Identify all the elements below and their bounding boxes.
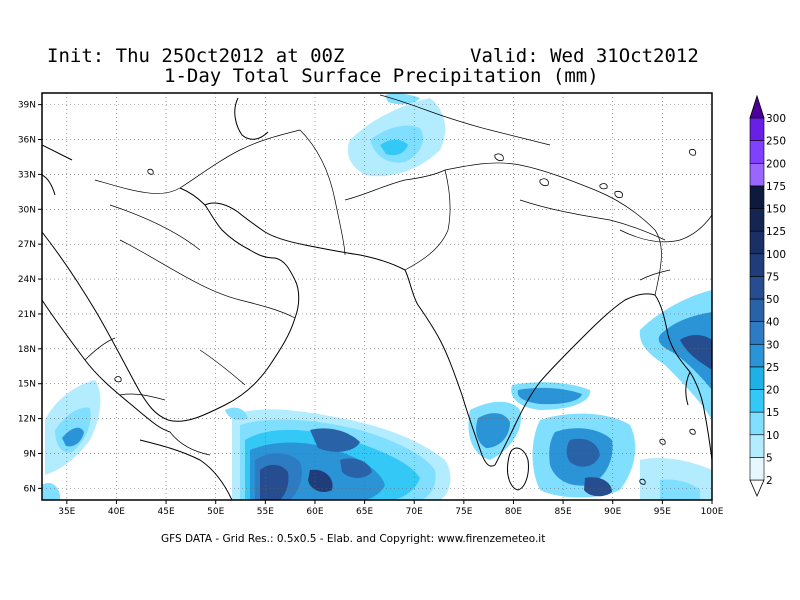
lon-tick-label: 75E — [455, 507, 472, 517]
lat-tick-label: 24N — [18, 275, 36, 285]
lon-tick-label: 65E — [356, 507, 373, 517]
lon-tick-label: 55E — [257, 507, 274, 517]
colorbar-label: 200 — [766, 158, 786, 170]
colorbar-label: 150 — [766, 204, 786, 216]
colorbar-label: 175 — [766, 181, 786, 193]
lon-tick-label: 70E — [406, 507, 423, 517]
colorbar-swatch — [749, 230, 765, 255]
lon-tick-label: 35E — [58, 507, 75, 517]
colorbar-swatch — [749, 185, 765, 209]
colorbar-swatch — [749, 208, 765, 232]
lon-tick-label: 50E — [207, 507, 224, 517]
map-frame — [41, 92, 713, 501]
valid-label: Valid: Wed 31Oct2012 — [470, 45, 699, 67]
lat-tick-label: 21N — [18, 310, 36, 320]
lon-tick-label: 85E — [555, 507, 572, 517]
colorbar-label: 100 — [766, 249, 786, 261]
colorbar-max-arrow — [749, 94, 765, 119]
colorbar-swatch — [749, 434, 765, 458]
colorbar-label: 30 — [766, 339, 779, 351]
lat-tick-label: 27N — [18, 240, 36, 250]
lat-tick-label: 33N — [18, 170, 36, 180]
colorbar-swatch — [749, 140, 765, 164]
precipitation-layer — [42, 93, 712, 500]
colorbar-swatch — [749, 298, 765, 322]
lat-tick-label: 12N — [18, 415, 36, 425]
lat-tick-label: 9N — [24, 449, 36, 459]
colorbar-swatch — [749, 457, 765, 481]
colorbar-swatch — [749, 162, 765, 187]
colorbar-label: 40 — [766, 317, 779, 329]
colorbar-label: 75 — [766, 271, 779, 283]
colorbar-label: 20 — [766, 385, 779, 397]
lon-tick-label: 80E — [505, 507, 522, 517]
colorbar-swatch — [749, 411, 765, 436]
colorbar-swatch — [749, 321, 765, 345]
colorbar-label: 250 — [766, 136, 786, 148]
lon-tick-label: 95E — [654, 507, 671, 517]
lon-tick-label: 45E — [158, 507, 175, 517]
lon-tick-label: 100E — [701, 507, 724, 517]
lon-tick-label: 90E — [604, 507, 621, 517]
lat-tick-label: 30N — [18, 205, 36, 215]
colorbar-label: 15 — [766, 407, 779, 419]
map-title: 1-Day Total Surface Precipitation (mm) — [164, 65, 599, 87]
small-features — [114, 148, 697, 485]
lat-tick-label: 39N — [18, 101, 36, 111]
colorbar-swatch — [749, 117, 765, 141]
latitude-axis: 6N 9N 12N 15N 18N 21N 24N 27N 30N 33N 36N 39N — [18, 101, 42, 494]
lat-tick-label: 6N — [24, 484, 36, 494]
colorbar-label: 25 — [766, 362, 779, 374]
colorbar-label: 5 — [766, 452, 773, 464]
longitude-axis: 35E 40E 45E 50E 55E 60E 65E 70E 75E 80E 85E 90E 95E 1… — [58, 500, 724, 517]
colorbar-min-arrow — [749, 479, 765, 497]
borders — [84, 94, 712, 456]
colorbar-swatch — [749, 366, 765, 390]
lon-tick-label: 40E — [108, 507, 125, 517]
colorbar-label: 2 — [766, 475, 773, 487]
colorbar-label: 125 — [766, 226, 786, 238]
colorbar-label: 50 — [766, 294, 779, 306]
colorbar-swatch — [749, 253, 765, 277]
lat-tick-label: 36N — [18, 136, 36, 146]
lat-tick-label: 18N — [18, 345, 36, 355]
lon-tick-label: 60E — [306, 507, 323, 517]
coastlines — [42, 97, 712, 500]
colorbar-swatch — [749, 389, 765, 413]
footer-credit: GFS DATA - Grid Res.: 0.5x0.5 - Elab. an… — [161, 533, 545, 545]
init-label: Init: Thu 25Oct2012 at 00Z — [47, 45, 344, 67]
colorbar-label: 10 — [766, 430, 779, 442]
colorbar-label: 300 — [766, 113, 786, 125]
colorbar-swatch — [749, 343, 765, 368]
colorbar-swatch — [749, 276, 765, 300]
lat-tick-label: 15N — [18, 380, 36, 390]
